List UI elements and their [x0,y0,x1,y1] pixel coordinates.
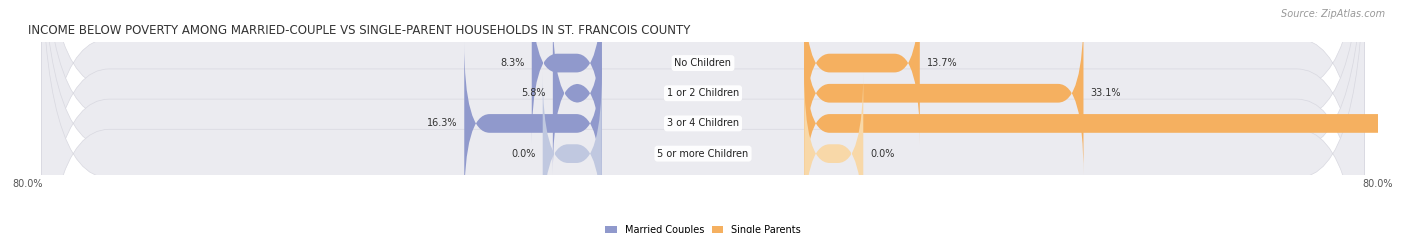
Text: 0.0%: 0.0% [512,149,536,159]
Text: 5.8%: 5.8% [522,88,546,98]
Text: 33.1%: 33.1% [1090,88,1121,98]
FancyBboxPatch shape [42,0,1364,233]
FancyBboxPatch shape [42,0,1364,233]
Text: 13.7%: 13.7% [927,58,957,68]
FancyBboxPatch shape [804,42,1406,205]
FancyBboxPatch shape [804,72,863,233]
FancyBboxPatch shape [553,12,602,175]
Text: 0.0%: 0.0% [870,149,894,159]
Text: No Children: No Children [675,58,731,68]
FancyBboxPatch shape [804,0,920,144]
FancyBboxPatch shape [531,0,602,144]
Text: 1 or 2 Children: 1 or 2 Children [666,88,740,98]
Text: 5 or more Children: 5 or more Children [658,149,748,159]
Text: INCOME BELOW POVERTY AMONG MARRIED-COUPLE VS SINGLE-PARENT HOUSEHOLDS IN ST. FRA: INCOME BELOW POVERTY AMONG MARRIED-COUPL… [28,24,690,37]
Text: 3 or 4 Children: 3 or 4 Children [666,118,740,128]
FancyBboxPatch shape [804,12,1084,175]
Text: Source: ZipAtlas.com: Source: ZipAtlas.com [1281,9,1385,19]
FancyBboxPatch shape [543,72,602,233]
FancyBboxPatch shape [42,0,1364,233]
Text: 8.3%: 8.3% [501,58,524,68]
Text: 16.3%: 16.3% [427,118,457,128]
FancyBboxPatch shape [464,42,602,205]
FancyBboxPatch shape [42,0,1364,233]
Legend: Married Couples, Single Parents: Married Couples, Single Parents [602,221,804,233]
